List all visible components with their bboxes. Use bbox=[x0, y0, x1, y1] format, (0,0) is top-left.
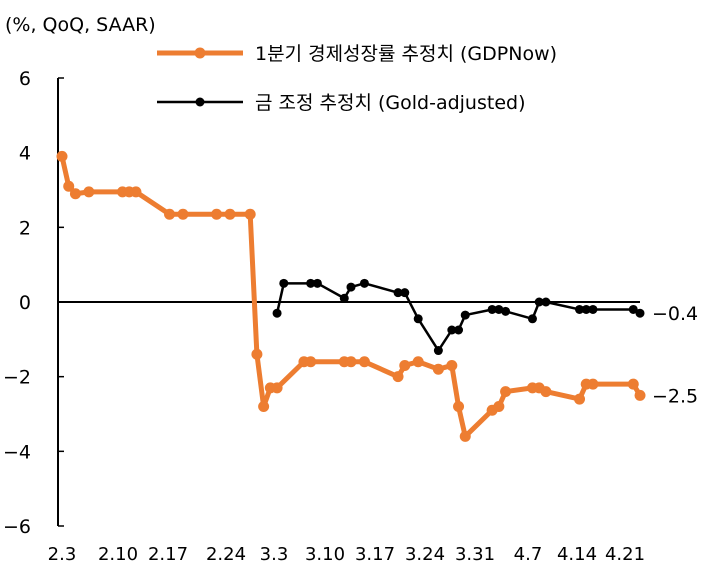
y-tick-label: 4 bbox=[19, 143, 31, 165]
data-point bbox=[392, 371, 404, 383]
data-point bbox=[527, 314, 537, 324]
data-point bbox=[459, 430, 471, 442]
data-point bbox=[453, 401, 465, 413]
y-tick-label: 2 bbox=[19, 217, 31, 239]
data-point bbox=[447, 325, 457, 335]
data-point bbox=[460, 310, 470, 320]
data-point bbox=[487, 304, 497, 314]
data-point bbox=[412, 356, 424, 368]
legend-item: 금 조정 추정치 (Gold-adjusted) bbox=[157, 92, 526, 114]
data-point bbox=[271, 382, 283, 394]
data-point bbox=[581, 304, 591, 314]
legend-swatch-marker bbox=[194, 47, 206, 59]
legend-label: 금 조정 추정치 (Gold-adjusted) bbox=[255, 92, 526, 114]
data-point bbox=[279, 278, 289, 288]
series-layer bbox=[56, 150, 646, 442]
data-point bbox=[501, 306, 511, 316]
series-line bbox=[275, 282, 641, 352]
data-point bbox=[588, 304, 598, 314]
x-tick-label: 3.31 bbox=[455, 544, 495, 565]
legend: 1분기 경제성장률 추정치 (GDPNow) 금 조정 추정치 (Gold-adj… bbox=[157, 43, 557, 114]
data-point bbox=[493, 401, 505, 413]
data-point bbox=[346, 282, 356, 292]
x-tick-label: 4.14 bbox=[557, 544, 597, 565]
x-tick-label: 3.24 bbox=[405, 544, 445, 565]
y-tick-label: −4 bbox=[3, 441, 31, 463]
y-tick-label: 0 bbox=[19, 292, 31, 314]
data-point bbox=[500, 386, 512, 398]
data-point bbox=[400, 288, 410, 298]
x-tick-label: 4.7 bbox=[514, 544, 543, 565]
end-value-labels: −0.4 −2.5 bbox=[652, 303, 698, 407]
data-point bbox=[635, 308, 645, 318]
data-point bbox=[540, 386, 552, 398]
data-point bbox=[399, 359, 411, 371]
x-tick-label: 3.17 bbox=[355, 544, 395, 565]
data-point bbox=[358, 356, 370, 368]
data-point bbox=[63, 180, 75, 192]
data-point bbox=[306, 278, 316, 288]
data-point bbox=[413, 314, 423, 324]
x-tick-label: 4.21 bbox=[605, 544, 645, 565]
data-point bbox=[244, 208, 256, 220]
data-point bbox=[574, 393, 586, 405]
data-point bbox=[211, 208, 223, 220]
legend-swatch-marker bbox=[195, 97, 205, 107]
y-tick-label: 6 bbox=[19, 68, 31, 90]
data-point bbox=[339, 293, 349, 303]
end-value-label: −2.5 bbox=[652, 385, 698, 407]
data-point bbox=[628, 304, 638, 314]
data-point bbox=[575, 304, 585, 314]
data-point bbox=[130, 186, 142, 198]
data-point bbox=[258, 401, 270, 413]
y-tick-label: −2 bbox=[3, 367, 31, 389]
series-line bbox=[59, 155, 643, 439]
data-point bbox=[83, 186, 95, 198]
x-tick-label: 2.10 bbox=[98, 544, 138, 565]
x-tick-label: 2.17 bbox=[148, 544, 188, 565]
x-tick-label: 2.3 bbox=[48, 544, 77, 565]
data-point bbox=[224, 208, 236, 220]
series-gdpnow bbox=[56, 150, 646, 442]
data-point bbox=[312, 278, 322, 288]
data-point bbox=[272, 308, 282, 318]
data-point bbox=[534, 297, 544, 307]
end-value-label: −0.4 bbox=[652, 303, 698, 325]
legend-label: 1분기 경제성장률 추정치 (GDPNow) bbox=[255, 43, 557, 65]
data-point bbox=[56, 150, 68, 162]
data-point bbox=[433, 346, 443, 356]
data-point bbox=[432, 363, 444, 375]
data-point bbox=[587, 378, 599, 390]
data-point bbox=[69, 188, 81, 200]
data-point bbox=[251, 348, 263, 360]
y-tick-label: −6 bbox=[3, 516, 31, 538]
data-point bbox=[177, 208, 189, 220]
data-point bbox=[627, 378, 639, 390]
x-tick-label: 2.24 bbox=[206, 544, 246, 565]
chart-axes: (%, QoQ, SAAR) 6 4 2 0 −2 −4 −6 2.3 2.10 2.17 2.24 3… bbox=[3, 14, 645, 565]
data-point bbox=[164, 208, 176, 220]
data-point bbox=[305, 356, 317, 368]
data-point bbox=[634, 389, 646, 401]
data-point bbox=[359, 278, 369, 288]
data-point bbox=[454, 325, 464, 335]
series-gold-adjusted bbox=[272, 278, 645, 356]
unit-label: (%, QoQ, SAAR) bbox=[5, 14, 156, 36]
data-point bbox=[541, 297, 551, 307]
x-tick-label: 3.10 bbox=[305, 544, 345, 565]
data-point bbox=[446, 359, 458, 371]
x-tick-label: 3.3 bbox=[260, 544, 289, 565]
data-point bbox=[345, 356, 357, 368]
legend-item: 1분기 경제성장률 추정치 (GDPNow) bbox=[157, 43, 557, 65]
data-point bbox=[393, 288, 403, 298]
